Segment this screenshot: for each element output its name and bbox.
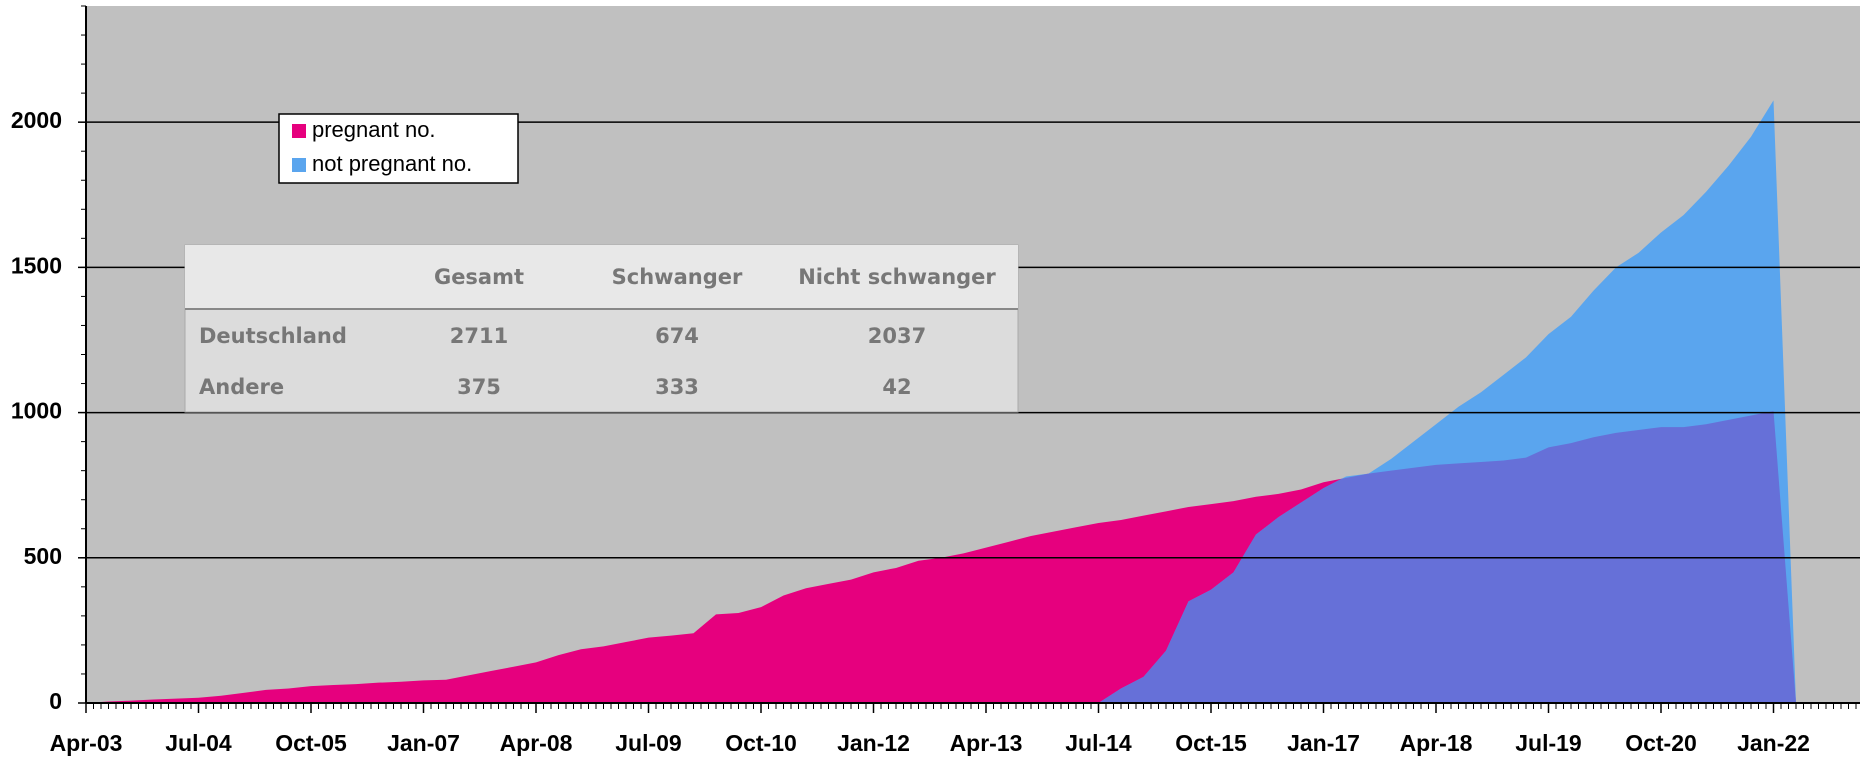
x-tick-label: Oct-10: [725, 730, 797, 756]
table-cell: 674: [655, 324, 699, 348]
legend-label: pregnant no.: [312, 117, 436, 142]
x-tick-label: Jul-14: [1065, 730, 1132, 756]
legend-box: [278, 113, 519, 184]
x-tick-label: Apr-18: [1400, 730, 1473, 756]
y-tick-label: 1500: [11, 252, 62, 278]
x-tick-label: Apr-08: [500, 730, 573, 756]
x-tick-label: Apr-13: [950, 730, 1023, 756]
x-tick-label: Jul-04: [165, 730, 232, 756]
x-tick-label: Jan-12: [837, 730, 910, 756]
legend-swatch: [292, 158, 306, 172]
table-cell: 2711: [450, 324, 508, 348]
table-cell: Andere: [199, 375, 284, 399]
table-cell: 375: [457, 375, 501, 399]
legend-label: not pregnant no.: [312, 151, 472, 176]
table-cell: 42: [882, 375, 911, 399]
y-tick-label: 0: [49, 688, 62, 714]
y-tick-label: 500: [24, 543, 62, 569]
legend-swatch: [292, 124, 306, 138]
x-tick-label: Jan-07: [387, 730, 460, 756]
y-tick-label: 1000: [11, 398, 62, 424]
table-header: [185, 245, 1018, 309]
table-header-cell: Schwanger: [612, 265, 743, 289]
x-tick-label: Jan-17: [1287, 730, 1360, 756]
y-tick-label: 2000: [11, 107, 62, 133]
x-tick-label: Jul-09: [615, 730, 681, 756]
table-cell: 2037: [868, 324, 926, 348]
x-tick-label: Oct-20: [1625, 730, 1697, 756]
x-tick-label: Jan-22: [1737, 730, 1810, 756]
table-cell: 333: [655, 375, 699, 399]
x-tick-label: Apr-03: [50, 730, 123, 756]
x-tick-label: Oct-15: [1175, 730, 1247, 756]
overlap-area: [1098, 411, 1796, 703]
x-tick-label: Oct-05: [275, 730, 347, 756]
table-cell: Deutschland: [199, 324, 347, 348]
table-header-cell: Gesamt: [434, 265, 524, 289]
x-tick-label: Jul-19: [1515, 730, 1581, 756]
table-header-cell: Nicht schwanger: [798, 265, 996, 289]
